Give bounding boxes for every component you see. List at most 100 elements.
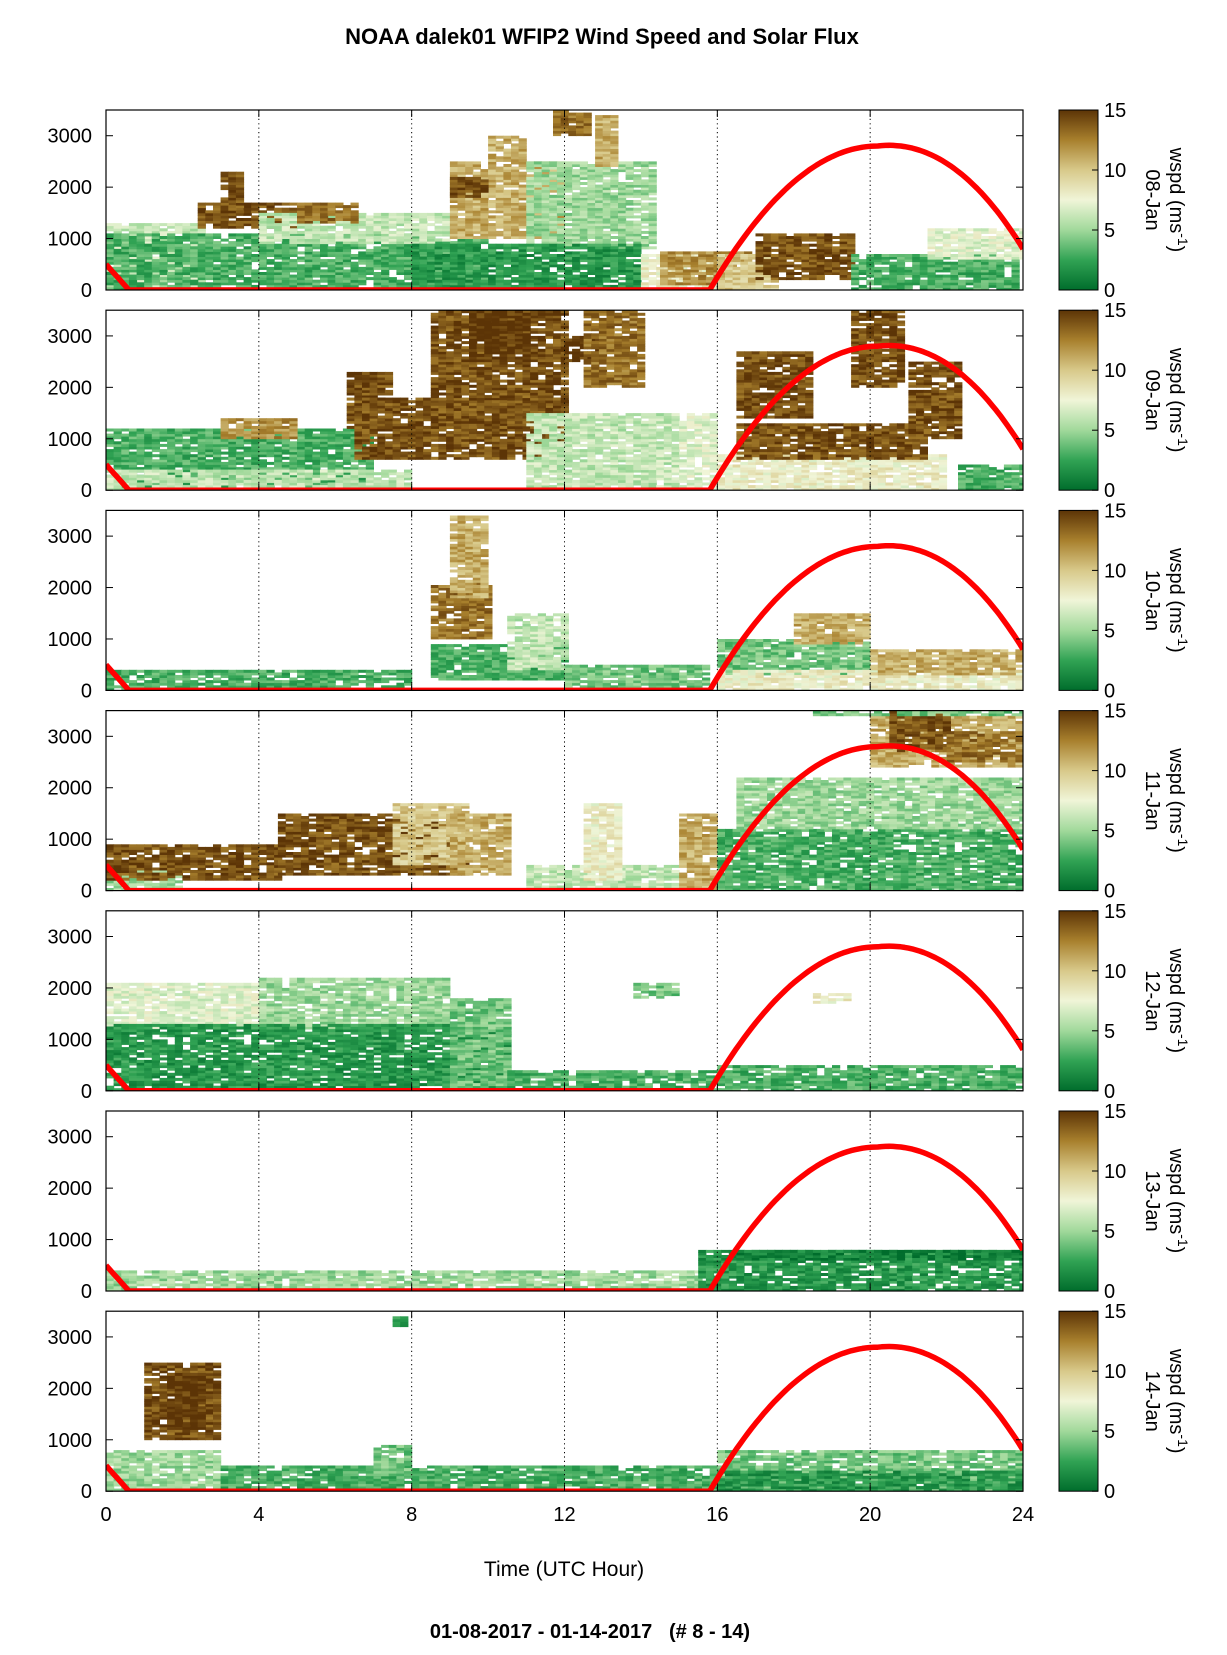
heatmap-cell: [427, 282, 436, 286]
heatmap-cell: [274, 202, 283, 206]
heatmap-cell: [648, 215, 657, 219]
heatmap-cell: [159, 279, 168, 283]
heatmap-cell: [182, 264, 191, 268]
heatmap-cell: [602, 246, 611, 250]
heatmap-cell: [220, 210, 229, 214]
heatmap-cell: [667, 264, 676, 268]
heatmap-cell: [327, 431, 336, 435]
heatmap-cell: [434, 225, 443, 229]
heatmap-cell: [434, 272, 443, 275]
heatmap-cell: [518, 207, 527, 211]
heatmap-cell: [190, 284, 199, 288]
heatmap-cell: [342, 261, 352, 265]
heatmap-cell: [488, 282, 497, 286]
heatmap-cell: [388, 218, 397, 221]
heatmap-cell: [251, 451, 260, 455]
heatmap-cell: [235, 171, 245, 175]
heatmap-cell: [197, 454, 206, 458]
heatmap-cell: [625, 200, 634, 203]
heatmap-cell: [128, 461, 138, 465]
heatmap-cell: [518, 179, 527, 183]
heatmap-cell: [335, 205, 344, 209]
heatmap-cell: [465, 241, 474, 245]
heatmap-cell: [595, 264, 604, 268]
heatmap-cell: [770, 248, 779, 252]
heatmap-cell: [327, 228, 336, 232]
heatmap-cell: [396, 279, 405, 283]
heatmap-cell: [988, 230, 997, 234]
heatmap-cell: [858, 284, 867, 288]
heatmap-cell: [449, 189, 459, 193]
heatmap-cell: [427, 241, 436, 245]
heatmap-cell: [274, 451, 283, 455]
heatmap-cell: [965, 256, 974, 260]
heatmap-cell: [396, 243, 405, 247]
heatmap-cell: [174, 259, 183, 263]
heatmap-cell: [427, 233, 436, 237]
heatmap-cell: [568, 133, 577, 137]
heatmap-cell: [511, 182, 520, 185]
heatmap-cell: [304, 246, 313, 250]
heatmap-cell: [816, 264, 825, 268]
heatmap-cell: [958, 254, 967, 257]
heatmap-cell: [942, 248, 951, 252]
heatmap-cell: [935, 264, 944, 268]
heatmap-cell: [690, 282, 699, 286]
heatmap-cell: [289, 243, 298, 247]
heatmap-cell: [587, 264, 596, 268]
heatmap-cell: [297, 438, 306, 442]
heatmap-cell: [549, 236, 558, 239]
heatmap-cell: [190, 464, 199, 468]
heatmap-cell: [205, 436, 214, 440]
heatmap-cell: [511, 246, 520, 250]
heatmap-cell: [633, 207, 642, 211]
heatmap-cell: [801, 238, 810, 242]
heatmap-cell: [832, 272, 841, 275]
heatmap-cell: [320, 264, 329, 268]
heatmap-cell: [235, 176, 245, 180]
heatmap-cell: [235, 277, 245, 281]
heatmap-cell: [533, 261, 543, 265]
heatmap-cell: [640, 166, 650, 170]
heatmap-cell: [480, 187, 489, 191]
heatmap-cell: [839, 277, 848, 281]
heatmap-cell: [220, 215, 229, 219]
heatmap-cell: [740, 277, 749, 281]
heatmap-cell: [503, 179, 512, 183]
heatmap-cell: [205, 431, 214, 435]
heatmap-cell: [1011, 272, 1020, 275]
heatmap-cell: [128, 456, 138, 460]
heatmap-cell: [106, 428, 115, 432]
heatmap-cell: [786, 254, 795, 257]
heatmap-cell: [335, 243, 344, 247]
heatmap-cell: [205, 441, 214, 445]
heatmap-cell: [480, 171, 489, 175]
heatmap-cell: [488, 236, 497, 239]
heatmap-cell: [365, 218, 374, 221]
heatmap-cell: [633, 223, 642, 227]
heatmap-cell: [793, 277, 802, 281]
heatmap-cell: [281, 246, 290, 250]
heatmap-cell: [725, 277, 734, 281]
heatmap-cell: [518, 251, 527, 255]
heatmap-cell: [213, 266, 222, 270]
heatmap-cell: [197, 212, 206, 216]
heatmap-cell: [587, 220, 596, 224]
heatmap-cell: [556, 166, 566, 170]
heatmap-cell: [121, 441, 130, 445]
heatmap-cell: [190, 251, 199, 255]
heatmap-cell: [151, 223, 160, 227]
heatmap-cell: [404, 215, 413, 219]
heatmap-cell: [533, 251, 543, 255]
heatmap-cell: [457, 279, 466, 283]
heatmap-cell: [518, 243, 527, 247]
heatmap-cell: [457, 205, 466, 209]
heatmap-cell: [682, 261, 692, 265]
heatmap-cell: [381, 238, 390, 242]
heatmap-cell: [213, 433, 222, 437]
heatmap-cell: [358, 223, 367, 227]
heatmap-cell: [896, 282, 906, 286]
heatmap-cell: [373, 282, 382, 286]
heatmap-cell: [549, 202, 558, 206]
heatmap-cell: [220, 254, 229, 257]
